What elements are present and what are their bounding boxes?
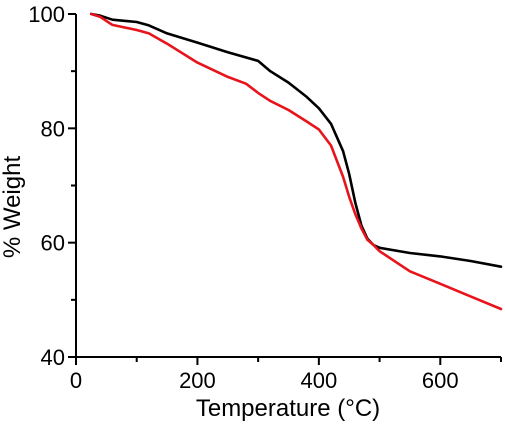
x-tick-label: 400 — [300, 368, 337, 393]
axes-layer: 0 200 400 600 40 60 80 100 — [28, 2, 502, 393]
y-tick-label: 40 — [41, 345, 65, 370]
y-tick-label: 100 — [28, 2, 65, 27]
x-tick-label: 600 — [422, 368, 459, 393]
y-tick-label: 80 — [41, 116, 65, 141]
x-tick-label: 0 — [70, 368, 82, 393]
y-axis-title: % Weight — [0, 156, 26, 259]
series-line-1 — [89, 12, 503, 268]
series-line-2 — [89, 12, 503, 311]
y-tick-label: 60 — [41, 231, 65, 256]
x-axis-title: Temperature (°C) — [196, 395, 380, 422]
series-layer — [89, 12, 503, 311]
x-tick-label: 200 — [179, 368, 216, 393]
